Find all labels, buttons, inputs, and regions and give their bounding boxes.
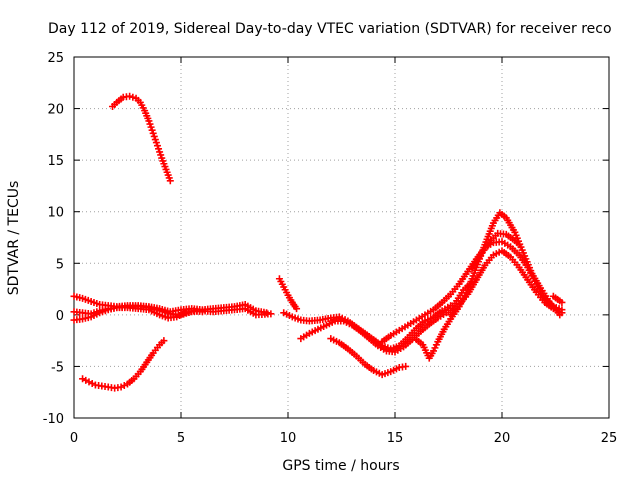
plot-area-frame [73,56,610,419]
series-arc-midday-b [297,278,476,356]
x-tick-label: 15 [387,431,404,446]
x-tick-label: 25 [601,431,618,446]
y-tick-label: 5 [56,257,64,272]
data-point-marker [160,337,168,345]
series-arc-afternoon-b [412,209,564,362]
y-axis-label: SDTVAR / TECUs [6,181,22,296]
y-tick-label: -10 [43,412,64,427]
data-point-marker [293,305,301,313]
data-point-marker [558,298,566,306]
data-point-marker [515,241,523,249]
data-point-marker [402,362,410,370]
x-axis-tick-labels: 0 5 10 15 20 25 [70,431,617,446]
x-tick-label: 0 [70,431,78,446]
series-arc-ten-drop [275,275,301,313]
series-arc-early-high [109,92,174,185]
y-tick-label: 20 [47,103,64,118]
y-tick-label: 15 [47,154,64,169]
data-point-marker [126,92,134,100]
data-point-marker [166,177,174,185]
series-arc-early-low [79,337,168,392]
data-point-marker [267,310,275,318]
data-point-marker [558,309,566,317]
series-arc-morning-flat-c [70,304,206,322]
y-tick-label: 25 [47,51,64,66]
x-tick-label: 10 [280,431,297,446]
x-axis-label: GPS time / hours [282,458,399,474]
chart-title: Day 112 of 2019, Sidereal Day-to-day VTE… [48,21,612,37]
axis-ticks [73,56,610,419]
data-point-marker [198,308,206,316]
y-tick-label: 0 [56,309,64,324]
data-series [70,92,566,392]
y-tick-label: 10 [47,206,64,221]
x-tick-label: 20 [494,431,511,446]
data-point-marker [129,93,137,101]
grid-lines [74,57,609,418]
series-arc-midday-c [327,335,410,379]
x-tick-label: 5 [177,431,185,446]
y-axis-tick-labels: -10 -5 0 5 10 15 20 25 [43,51,64,427]
series-arc-afternoon-d [468,229,523,272]
series-arc-afternoon-c [447,247,566,319]
series-arc-late-tail [549,292,566,306]
series-arc-morning-flat-b [70,303,275,324]
y-tick-label: -5 [51,360,64,375]
